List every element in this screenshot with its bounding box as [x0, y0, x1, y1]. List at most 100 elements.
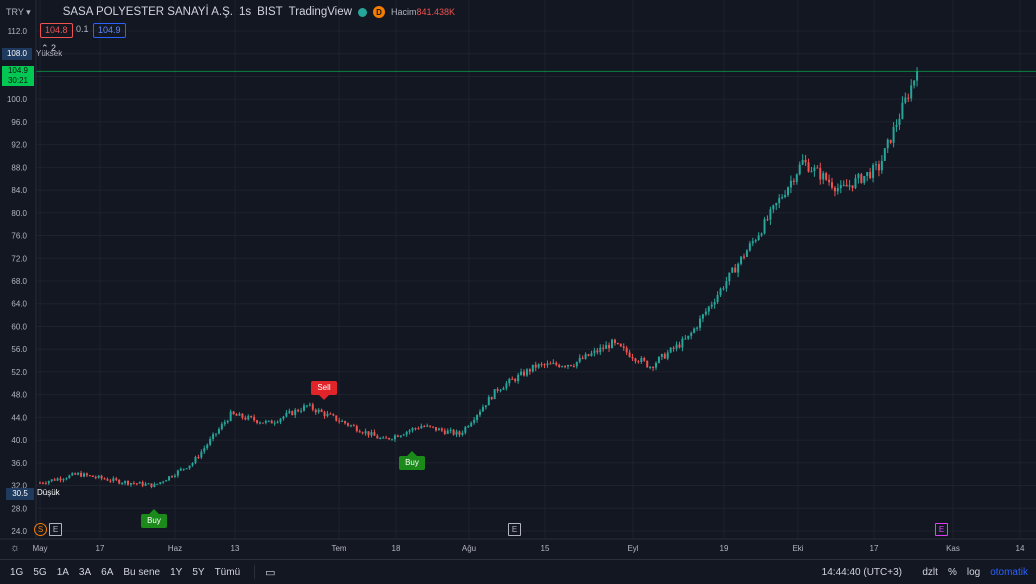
price-tick-label: 24.0 [11, 527, 27, 536]
candle-body [740, 256, 743, 264]
range-1d-button[interactable]: 1G [10, 566, 24, 578]
earnings-event-icon[interactable]: E [49, 523, 62, 536]
range-ytd-button[interactable]: Bu sene [123, 566, 161, 578]
earnings-event-icon[interactable]: E [935, 523, 948, 536]
range-all-button[interactable]: Tümü [214, 566, 241, 578]
candle-body [250, 416, 253, 418]
candle-body [684, 338, 687, 340]
grid-lines [36, 0, 1036, 539]
range-5d-button[interactable]: 5G [33, 566, 47, 578]
time-tick-label: 17 [870, 544, 879, 553]
candle-body [135, 483, 138, 485]
sell-signal-arrow-icon [319, 395, 329, 400]
candle-body [476, 414, 479, 420]
price-tick-label: 92.0 [11, 141, 27, 150]
candle-body [370, 432, 373, 436]
bottom-toolbar: 1G 5G 1A 3A 6A Bu sene 1Y 5Y Tümü ▭ 14:4… [0, 559, 1036, 584]
auto-scale-toggle[interactable]: otomatik [990, 566, 1028, 578]
candle-body [810, 171, 813, 173]
candle-body [716, 294, 719, 303]
price-tick-label: 48.0 [11, 391, 27, 400]
candle-body [144, 483, 147, 486]
range-6m-button[interactable]: 6A [101, 566, 114, 578]
candle-body [766, 219, 769, 221]
candle-body [352, 425, 355, 427]
candle-body [323, 411, 326, 417]
candle-body [173, 475, 176, 477]
currency-selector[interactable]: TRY ▾ [6, 6, 31, 17]
candle-body [364, 431, 367, 434]
candle-body [300, 410, 303, 412]
candle-body [872, 165, 875, 178]
candle-body [669, 347, 672, 353]
clock-display[interactable]: 14:44:40 (UTC+3) [821, 566, 902, 578]
candle-body [643, 358, 646, 361]
buy-signal-marker[interactable]: Buy [141, 514, 167, 528]
volume-label: Hacim [390, 7, 417, 17]
candle-body [314, 409, 317, 413]
candle-body [361, 432, 364, 434]
candle-body [772, 205, 775, 210]
candle-body [831, 182, 833, 188]
candle-body [836, 188, 839, 192]
interval-label[interactable]: 1s [238, 6, 252, 18]
collapse-indicators-button[interactable]: ⌃ 2 [41, 43, 57, 53]
candle-body [270, 420, 273, 424]
exchange-label: BIST [257, 6, 283, 18]
candle-body [367, 431, 370, 436]
range-1m-button[interactable]: 1A [56, 566, 69, 578]
candle-body [681, 338, 684, 348]
candle-body [569, 364, 572, 366]
ask-price[interactable]: 104.9 [93, 23, 126, 38]
candle-body [261, 422, 264, 424]
candle-body [329, 413, 332, 415]
last-price-tag: 104.9 30:21 [2, 66, 34, 86]
buy-signal-marker[interactable]: Buy [399, 456, 425, 470]
time-tick-label: 14 [1016, 544, 1025, 553]
time-tick-label: Tem [331, 544, 346, 553]
sell-signal-marker[interactable]: Sell [311, 381, 337, 395]
candle-body [179, 468, 182, 471]
candle-body [748, 243, 751, 251]
price-tick-label: 60.0 [11, 322, 27, 331]
candle-body [587, 354, 590, 356]
adjust-toggle[interactable]: dzlt [922, 566, 938, 578]
candle-body [789, 180, 792, 188]
earnings-event-icon[interactable]: E [508, 523, 521, 536]
candle-body [778, 198, 781, 204]
settings-gear-icon[interactable]: ☼ [10, 542, 21, 554]
candle-body [687, 335, 690, 339]
log-scale-toggle[interactable]: log [966, 566, 981, 578]
date-range-calendar-icon[interactable]: ▭ [265, 566, 276, 579]
symbol-title[interactable]: SASA POLYESTER SANAYİ A.Ş. [62, 6, 233, 18]
bid-price[interactable]: 104.8 [40, 23, 73, 38]
candle-body [863, 175, 866, 183]
candle-body [737, 263, 740, 273]
candle-body [754, 240, 757, 242]
candle-body [112, 478, 115, 481]
candle-body [426, 425, 429, 427]
candle-body [129, 483, 132, 485]
percent-scale-toggle[interactable]: % [947, 566, 957, 578]
range-3m-button[interactable]: 3A [78, 566, 92, 578]
candle-body [153, 484, 156, 488]
price-tick-label: 68.0 [11, 277, 27, 286]
buy-signal-arrow-icon [407, 451, 417, 456]
candle-body [68, 475, 71, 479]
candle-body [622, 346, 625, 348]
range-5y-button[interactable]: 5Y [192, 566, 205, 578]
price-tick-label: 88.0 [11, 163, 27, 172]
candle-body [473, 419, 476, 423]
candle-body [763, 219, 766, 234]
candle-body [437, 428, 440, 431]
candle-body [690, 332, 693, 336]
time-tick-label: 18 [392, 544, 401, 553]
candle-body [344, 421, 347, 424]
split-event-icon[interactable]: S [34, 523, 47, 536]
candle-body [854, 178, 857, 189]
range-1y-button[interactable]: 1Y [170, 566, 183, 578]
candle-body [259, 422, 261, 424]
price-chart[interactable]: 112.0108.0104.0100.096.092.088.084.080.0… [0, 0, 1036, 559]
candle-body [423, 426, 426, 428]
candle-body [704, 311, 707, 315]
